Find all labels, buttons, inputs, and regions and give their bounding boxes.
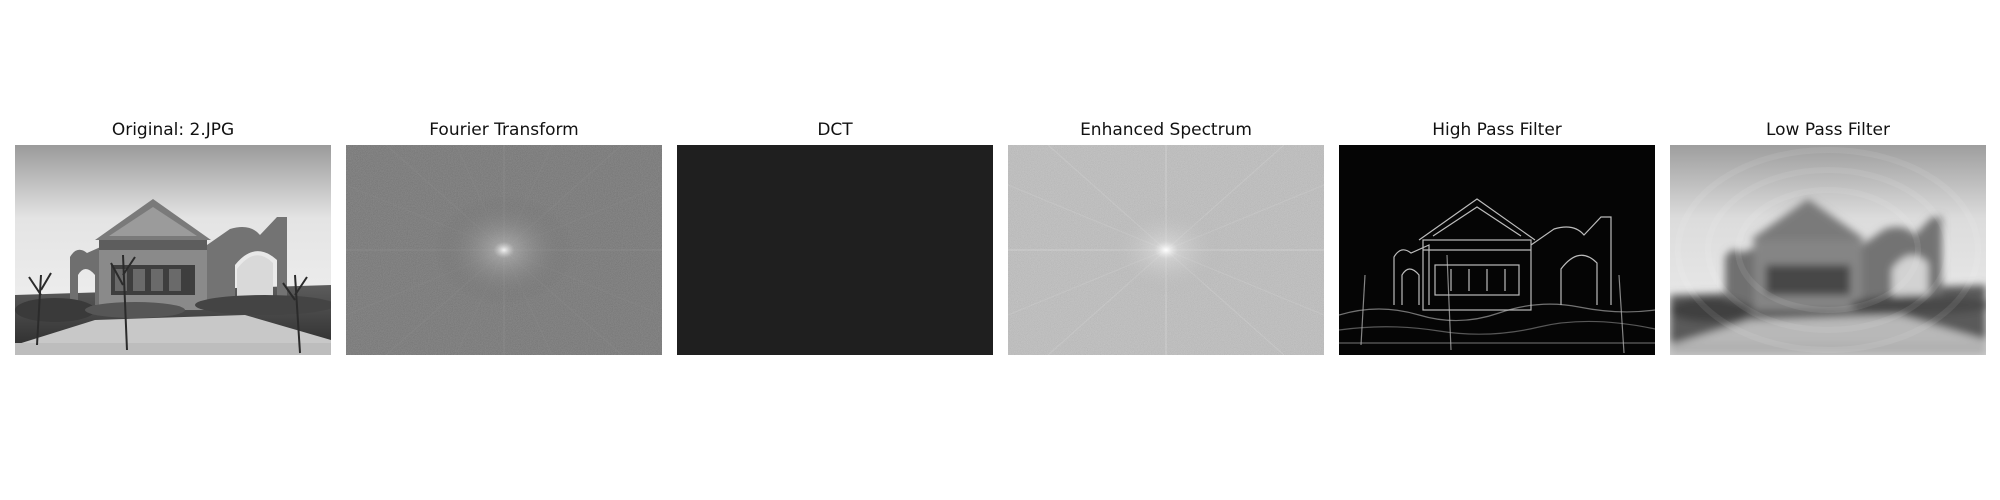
fourier-image <box>346 145 662 355</box>
panel-title-original: Original: 2.JPG <box>111 120 235 140</box>
dct-image <box>677 145 993 355</box>
panel-original: Original: 2.JPG <box>15 118 331 355</box>
panel-enhanced: Enhanced Spectrum <box>1008 118 1324 355</box>
panel-title-highpass: High Pass Filter <box>1432 120 1562 140</box>
panel-title-lowpass: Low Pass Filter <box>1765 120 1890 140</box>
enhanced-image <box>1008 145 1324 355</box>
panel-title-enhanced: Enhanced Spectrum <box>1080 120 1252 140</box>
original-image <box>15 145 331 355</box>
panel-highpass: High Pass Filter <box>1339 118 1655 355</box>
panel-fourier: Fourier Transform <box>346 118 662 355</box>
panel-title-fourier: Fourier Transform <box>429 120 579 140</box>
panel-lowpass: Low Pass Filter <box>1670 118 1986 355</box>
lowpass-image <box>1670 145 1986 355</box>
panel-title-dct: DCT <box>817 120 853 140</box>
panel-dct: DCT <box>677 118 993 355</box>
highpass-image <box>1339 145 1655 355</box>
